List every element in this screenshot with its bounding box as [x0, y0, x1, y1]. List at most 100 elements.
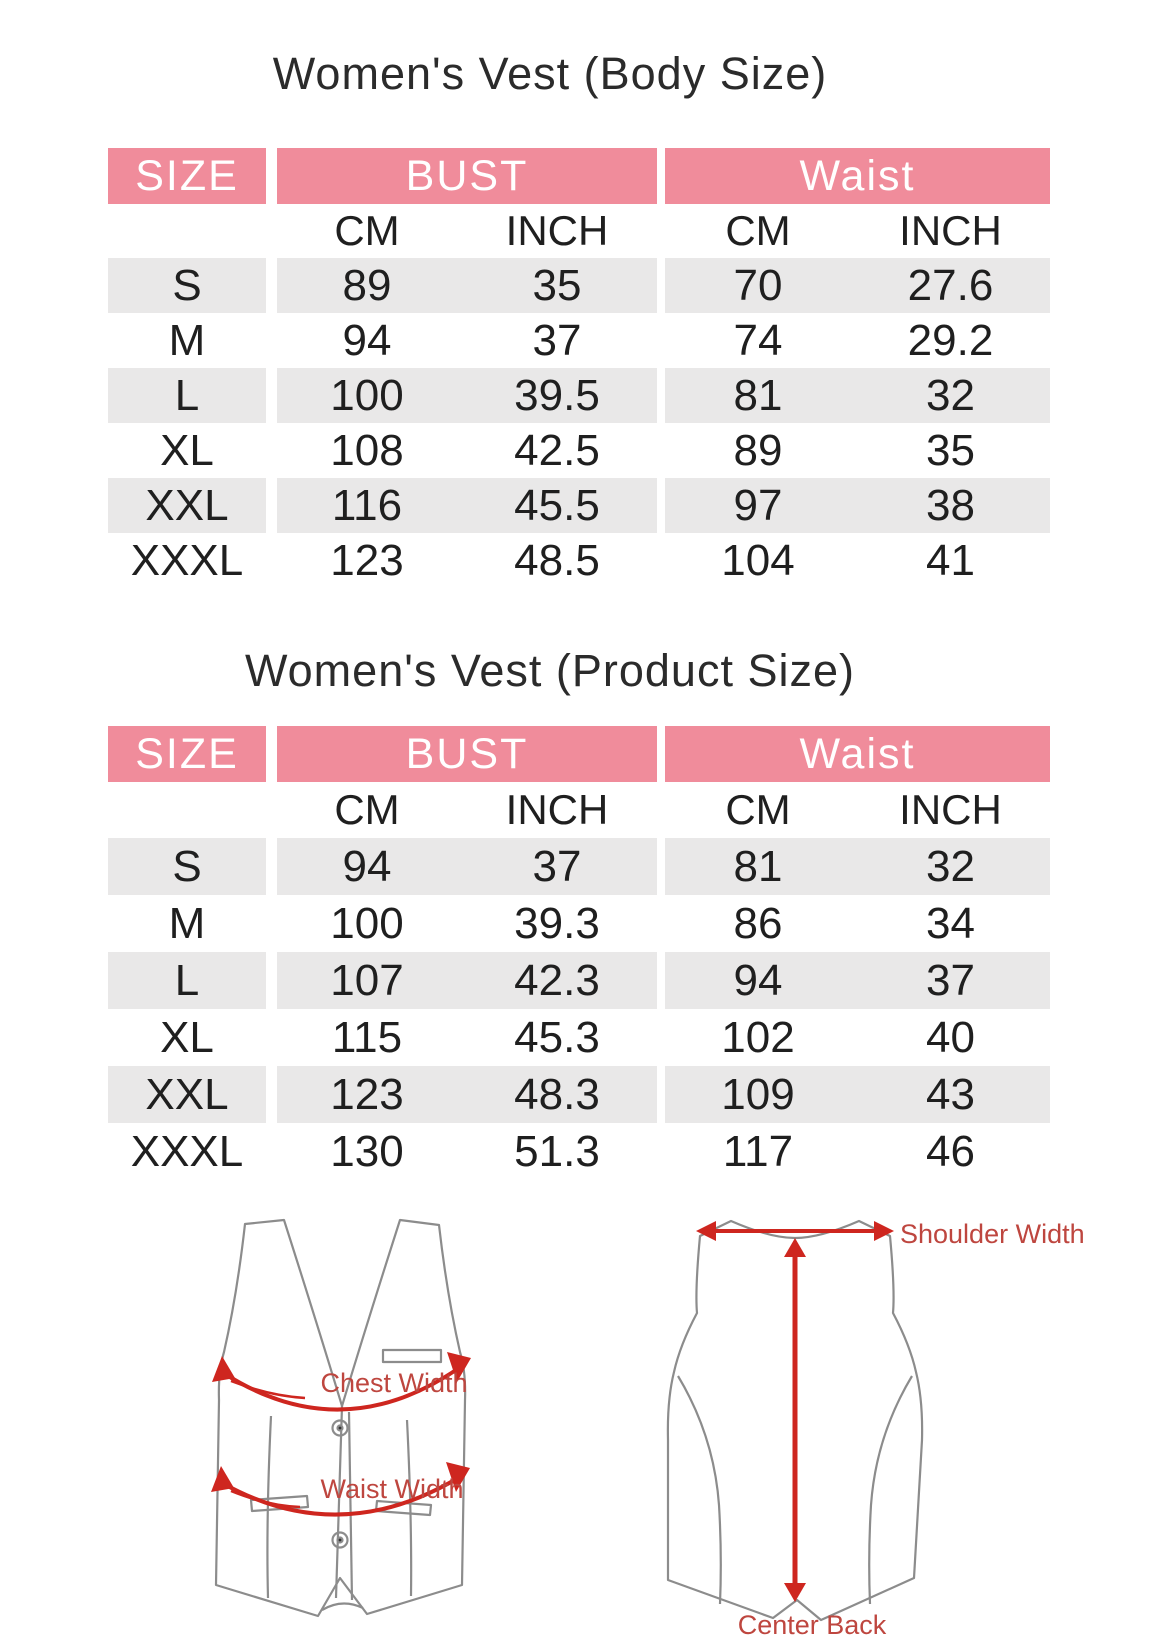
value-cell: 45.3: [514, 1012, 600, 1062]
value-cell: 43: [851, 1066, 1050, 1123]
arrowhead: [874, 1221, 894, 1241]
value-cell: 117: [722, 1126, 794, 1176]
size-cell: XXXL: [130, 1126, 244, 1176]
subheader-waist-cm: CM: [725, 207, 791, 254]
value-cell: 40: [926, 1012, 975, 1062]
size-cell: M: [168, 898, 206, 948]
vest-front-seam: [405, 1419, 413, 1597]
value-cell: 37: [851, 952, 1050, 1009]
value-cell: 109: [665, 1066, 851, 1123]
value-cell: 35: [457, 258, 657, 313]
column-gap: [266, 423, 277, 478]
waist-measure-arc-top: [230, 1489, 301, 1509]
back-measure-annotations: [696, 1221, 894, 1602]
subheader-waist-inch: INCH: [899, 786, 1002, 833]
value-cell: 74: [733, 315, 783, 365]
subheader-bust-cm: CM: [334, 786, 400, 833]
subheader-waist-cm: CM: [725, 786, 791, 833]
size-cell: XL: [160, 1012, 214, 1062]
size-cell: S: [108, 838, 266, 895]
value-cell: 86: [733, 898, 783, 948]
vest-back-seam: [868, 1375, 913, 1605]
column-gap: [657, 838, 665, 895]
column-gap: [266, 1123, 277, 1180]
value-cell: 41: [926, 535, 975, 585]
subheader-bust-cm: CM: [334, 207, 400, 254]
header-waist: Waist: [665, 726, 1050, 782]
subheader-bust-inch: INCH: [505, 786, 609, 833]
arrowhead: [446, 1462, 470, 1492]
header-bust: BUST: [277, 726, 657, 782]
right-pocket-welt: [374, 1499, 433, 1517]
value-cell: 89: [733, 425, 783, 475]
body-size-table: SIZE BUST Waist CM INCH CM INCH S 89 35 …: [108, 148, 1050, 588]
vest-back-seam: [677, 1375, 722, 1605]
arrowhead: [447, 1352, 471, 1382]
product-size-table: SIZE BUST Waist CM INCH CM INCH S 94 37 …: [108, 726, 1050, 1180]
value-cell: 94: [665, 952, 851, 1009]
value-cell: 115: [331, 1012, 403, 1062]
vest-back-outline: [666, 1219, 924, 1622]
measurement-diagrams: Chest Width Waist Width Shoulder Width C…: [211, 1218, 1085, 1640]
size-cell: XXL: [108, 1066, 266, 1123]
value-cell: 32: [851, 368, 1050, 423]
vest-front-center-line: [334, 1405, 344, 1599]
vest-back-hem-line: [321, 1602, 364, 1611]
value-cell: 35: [926, 425, 975, 475]
value-cell: 48.3: [457, 1066, 657, 1123]
size-cell: S: [108, 258, 266, 313]
column-gap: [266, 782, 277, 838]
column-gap: [266, 258, 277, 313]
column-gap: [657, 1009, 665, 1066]
vest-front-seam: [266, 1415, 273, 1599]
arrowhead: [784, 1583, 806, 1602]
chest-measure-arc-top: [230, 1379, 306, 1400]
product-size-title: Women's Vest (Product Size): [245, 645, 855, 696]
button: [331, 1531, 349, 1549]
value-cell: 29.2: [907, 315, 994, 365]
column-gap: [266, 1009, 277, 1066]
vest-back-diagram: [666, 1219, 924, 1622]
value-cell: 27.6: [851, 258, 1050, 313]
value-cell: 42.3: [457, 952, 657, 1009]
value-cell: 51.3: [514, 1126, 600, 1176]
arrowhead: [784, 1238, 806, 1257]
shoulder-width-label: Shoulder Width: [900, 1219, 1085, 1249]
column-gap: [657, 204, 665, 258]
column-gap: [657, 258, 665, 313]
column-gap: [657, 368, 665, 423]
value-cell: 38: [851, 478, 1050, 533]
value-cell: 104: [721, 535, 795, 585]
value-cell: 123: [277, 1066, 457, 1123]
header-bust: BUST: [277, 148, 657, 204]
size-cell: XL: [160, 425, 214, 475]
value-cell: 37: [457, 838, 657, 895]
value-cell: 70: [665, 258, 851, 313]
column-gap: [266, 478, 277, 533]
value-cell: 32: [851, 838, 1050, 895]
value-cell: 34: [926, 898, 975, 948]
chest-width-label: Chest Width: [320, 1368, 467, 1398]
size-cell: XXXL: [130, 535, 244, 585]
front-measure-annotations: [211, 1352, 471, 1517]
left-pocket-welt: [249, 1494, 310, 1513]
column-gap: [657, 895, 665, 952]
column-gap: [266, 533, 277, 588]
value-cell: 45.5: [457, 478, 657, 533]
waist-width-label: Waist Width: [320, 1474, 463, 1504]
chest-pocket-welt: [381, 1348, 443, 1364]
value-cell: 37: [532, 315, 582, 365]
size-cell: M: [168, 315, 206, 365]
column-gap: [266, 204, 277, 258]
value-cell: 107: [277, 952, 457, 1009]
body-size-title: Women's Vest (Body Size): [272, 48, 828, 99]
value-cell: 97: [665, 478, 851, 533]
vest-front-diagram: [214, 1218, 467, 1618]
value-cell: 39.5: [457, 368, 657, 423]
subheader-spacer: [108, 782, 266, 838]
value-cell: 116: [277, 478, 457, 533]
value-cell: 39.3: [514, 898, 600, 948]
value-cell: 81: [665, 838, 851, 895]
size-cell: L: [108, 368, 266, 423]
